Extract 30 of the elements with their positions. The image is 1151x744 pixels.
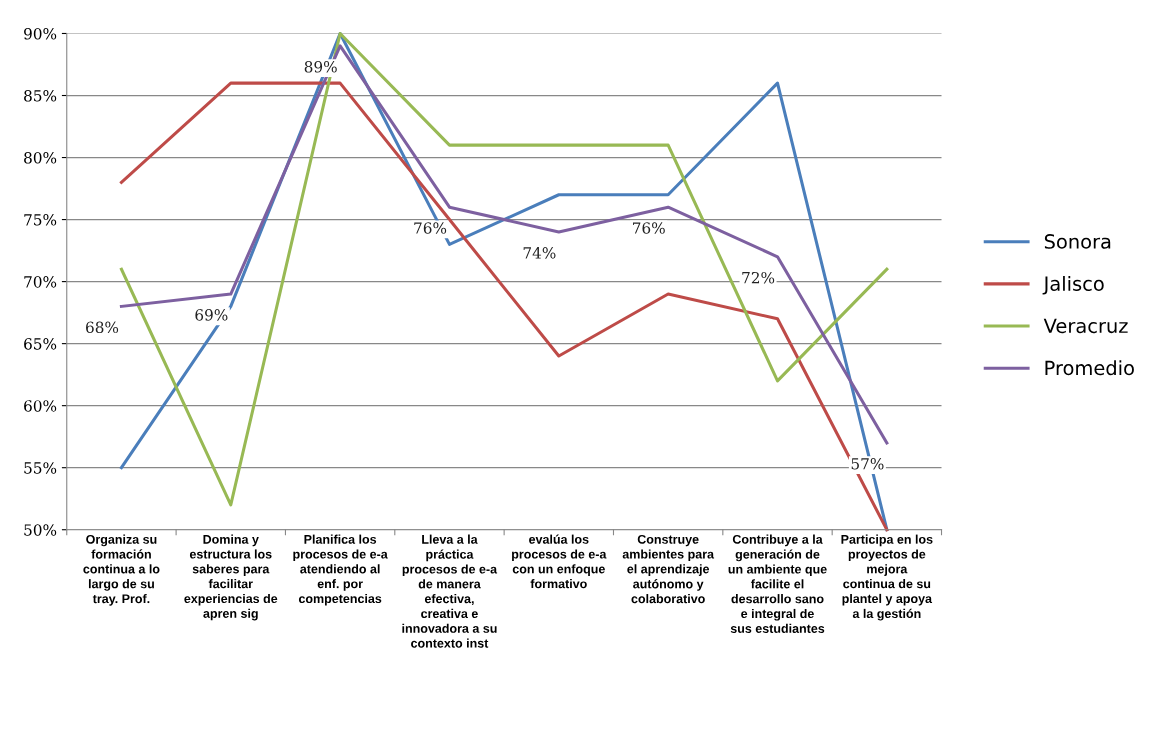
data-label: 68% bbox=[86, 321, 119, 334]
data-label: 57% bbox=[851, 457, 884, 470]
x-tick-label: evalúa los procesos de e-a con un enfoque formativo bbox=[512, 534, 607, 589]
data-label: 69% bbox=[195, 309, 228, 321]
x-tick-label: Construye ambientes para el aprendizaje autónomo y colaborativo bbox=[622, 534, 715, 604]
x-tick-label: Domina y estructura los saberes para facilitar experiencias de apren sig bbox=[184, 534, 278, 621]
y-tick-label: 85% bbox=[24, 89, 57, 102]
y-tick-label: 80% bbox=[24, 152, 57, 164]
x-tick-label: Contribuye a la generación de un ambiente que facilite el desarrollo sano e integral de sus estudiantes bbox=[728, 534, 827, 633]
legend-label: Jalisco bbox=[1042, 275, 1104, 295]
line-series bbox=[119, 44, 889, 445]
legend-label: Promedio bbox=[1045, 360, 1134, 376]
x-tick-label: Lleva a la práctica procesos de e-a de manera efectiva, creativa e innovadora a su contexto inst bbox=[402, 534, 498, 648]
data-label: 76% bbox=[633, 222, 665, 234]
data-label: 76% bbox=[414, 222, 447, 234]
legend-label: Veracruz bbox=[1043, 318, 1128, 334]
x-tick-label: Planifica los procesos de e-a atendiendo al enf. por competencias bbox=[293, 534, 388, 606]
y-tick-label: 50% bbox=[24, 524, 57, 536]
data-label: 89% bbox=[304, 60, 337, 73]
x-tick-label: Participa en los proyectos de mejora continua de su plantel y apoya a la gestión bbox=[841, 534, 933, 621]
y-tick-label: 55% bbox=[24, 462, 57, 474]
y-tick-label: 75% bbox=[24, 214, 57, 226]
data-label: 74% bbox=[523, 247, 556, 259]
data-label: 72% bbox=[742, 271, 775, 284]
y-tick-label: 70% bbox=[24, 276, 57, 288]
y-tick-label: 60% bbox=[24, 400, 57, 412]
x-tick-label: Organiza su formación continua a lo largo de su tray. Prof. bbox=[83, 534, 160, 606]
y-tick-label: 90% bbox=[24, 27, 57, 40]
y-tick-label: 65% bbox=[24, 338, 57, 350]
legend-label: Sonora bbox=[1044, 234, 1111, 249]
